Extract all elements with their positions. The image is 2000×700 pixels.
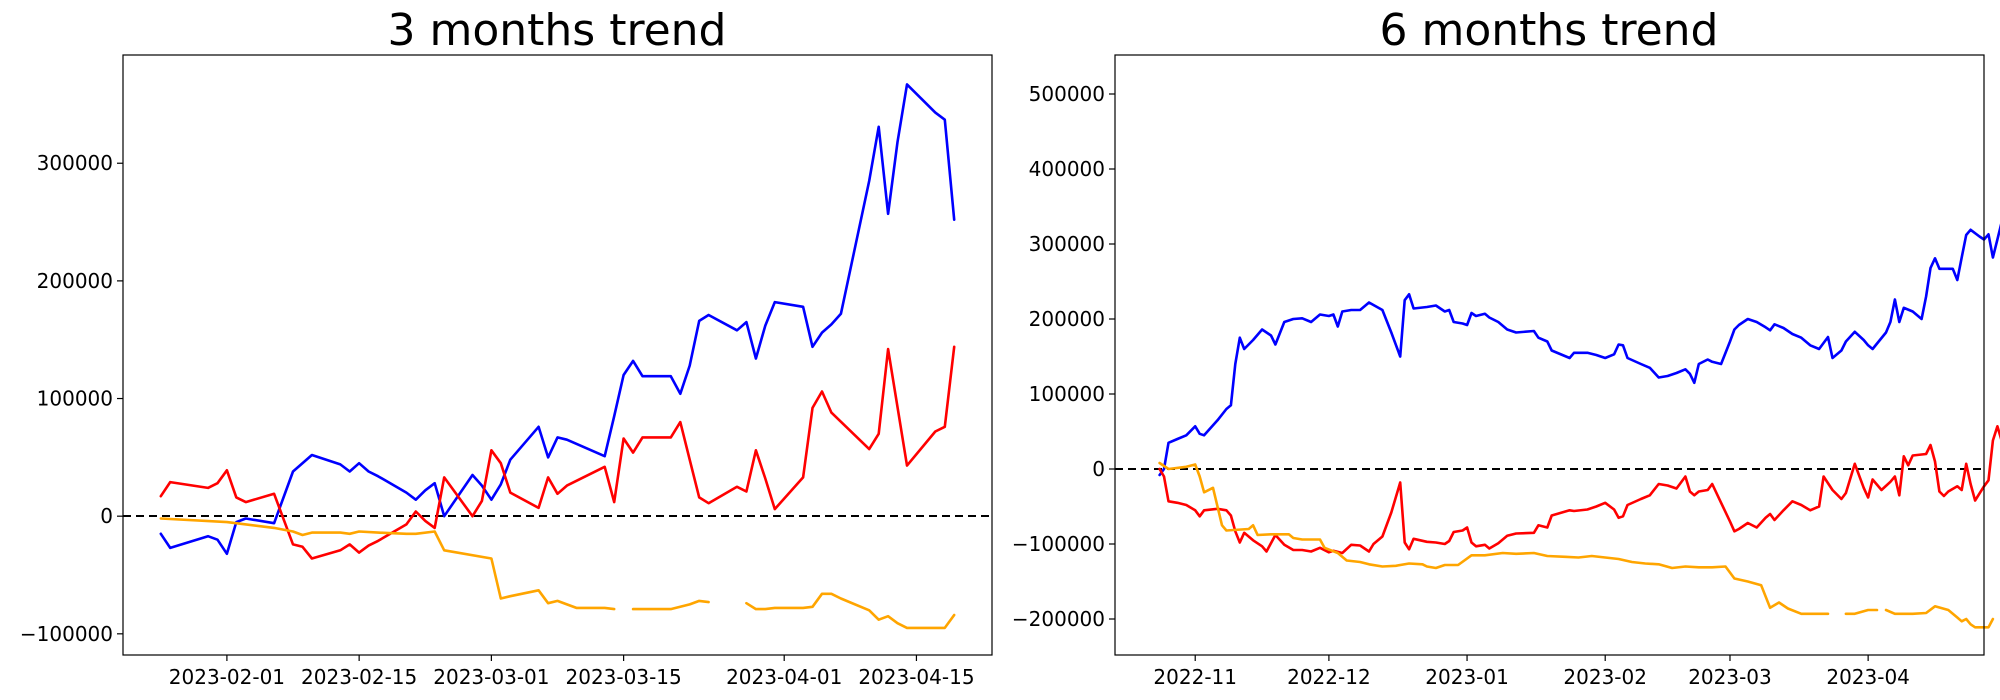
x-tick-label: 2023-02 bbox=[1563, 665, 1647, 689]
series-line-1 bbox=[159, 83, 956, 556]
y-tick-label: 200000 bbox=[1029, 307, 1105, 331]
x-tick-label: 2023-03 bbox=[1688, 665, 1772, 689]
series-layer bbox=[1158, 223, 2000, 629]
y-tick-label: 200000 bbox=[37, 269, 113, 293]
series-line-2 bbox=[159, 345, 956, 560]
x-tick-label: 2023-02-01 bbox=[169, 665, 285, 689]
y-axis-ticks: −200000 −100000 0 100000 200000 300000 400000 5… bbox=[1012, 82, 1115, 631]
y-tick-label: 300000 bbox=[1029, 232, 1105, 256]
y-axis-ticks: −100000 0 100000 200000 300000 bbox=[20, 151, 123, 646]
x-tick-label: 2022-12 bbox=[1287, 665, 1371, 689]
chart-panel-6-months: 6 months trend 2022-11 2022-12 2023-01 2023… bbox=[1012, 5, 2000, 689]
series-line-3 bbox=[1158, 461, 1995, 629]
chart-title: 6 months trend bbox=[1380, 5, 1719, 56]
series-line-2 bbox=[1158, 425, 2000, 555]
x-axis-ticks: 2023-02-01 2023-02-15 2023-03-01 2023-03-15… bbox=[169, 655, 975, 689]
x-tick-label: 2023-01 bbox=[1425, 665, 1509, 689]
x-axis-ticks: 2022-11 2022-12 2023-01 2023-02 2023-03 2023-… bbox=[1153, 655, 1910, 689]
y-tick-label: 0 bbox=[100, 504, 113, 528]
series-layer bbox=[159, 83, 956, 630]
plot-area-frame bbox=[1114, 54, 1985, 656]
chart-title: 3 months trend bbox=[388, 5, 727, 56]
chart-panel-3-months: 3 months trend 2023-02-01 2023-02-15 2023-… bbox=[20, 5, 993, 689]
y-tick-label: 500000 bbox=[1029, 82, 1105, 106]
series-line-1 bbox=[1158, 223, 2000, 477]
plot-area-frame bbox=[122, 54, 993, 656]
y-tick-label: −100000 bbox=[20, 622, 113, 646]
y-tick-label: 400000 bbox=[1029, 157, 1105, 181]
y-tick-label: −100000 bbox=[1012, 532, 1105, 556]
x-tick-label: 2023-03-01 bbox=[433, 665, 549, 689]
y-tick-label: 0 bbox=[1092, 457, 1105, 481]
y-tick-label: 100000 bbox=[1029, 382, 1105, 406]
y-tick-label: 300000 bbox=[37, 151, 113, 175]
x-tick-label: 2023-03-15 bbox=[566, 665, 682, 689]
x-tick-label: 2023-04-15 bbox=[858, 665, 974, 689]
x-tick-label: 2023-04-01 bbox=[726, 665, 842, 689]
x-tick-label: 2022-11 bbox=[1153, 665, 1237, 689]
y-tick-label: −200000 bbox=[1012, 607, 1105, 631]
series-line-3 bbox=[159, 517, 956, 630]
x-tick-label: 2023-02-15 bbox=[301, 665, 417, 689]
y-tick-label: 100000 bbox=[37, 387, 113, 411]
x-tick-label: 2023-04 bbox=[1826, 665, 1910, 689]
